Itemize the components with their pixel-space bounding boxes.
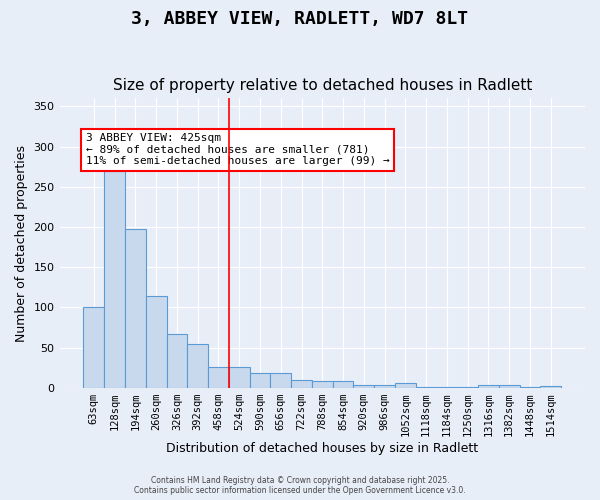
Bar — [312, 380, 332, 388]
Text: 3, ABBEY VIEW, RADLETT, WD7 8LT: 3, ABBEY VIEW, RADLETT, WD7 8LT — [131, 10, 469, 28]
Bar — [104, 170, 125, 388]
Bar — [541, 386, 561, 388]
Bar — [146, 296, 167, 388]
Bar — [125, 230, 146, 388]
Bar — [437, 387, 457, 388]
Bar — [208, 367, 229, 388]
Bar — [291, 380, 312, 388]
Bar — [353, 384, 374, 388]
Text: 3 ABBEY VIEW: 425sqm
← 89% of detached houses are smaller (781)
11% of semi-deta: 3 ABBEY VIEW: 425sqm ← 89% of detached h… — [86, 133, 389, 166]
Bar — [250, 374, 271, 388]
Bar — [332, 380, 353, 388]
Bar — [374, 384, 395, 388]
Bar — [83, 306, 104, 388]
Bar — [271, 374, 291, 388]
Title: Size of property relative to detached houses in Radlett: Size of property relative to detached ho… — [113, 78, 532, 93]
Bar — [187, 344, 208, 388]
Bar — [478, 386, 499, 388]
Y-axis label: Number of detached properties: Number of detached properties — [15, 144, 28, 342]
Bar — [229, 367, 250, 388]
Bar — [416, 387, 437, 388]
Text: Contains HM Land Registry data © Crown copyright and database right 2025.
Contai: Contains HM Land Registry data © Crown c… — [134, 476, 466, 495]
Bar — [167, 334, 187, 388]
Bar — [499, 386, 520, 388]
Bar — [457, 387, 478, 388]
Bar — [395, 383, 416, 388]
X-axis label: Distribution of detached houses by size in Radlett: Distribution of detached houses by size … — [166, 442, 478, 455]
Bar — [520, 387, 541, 388]
